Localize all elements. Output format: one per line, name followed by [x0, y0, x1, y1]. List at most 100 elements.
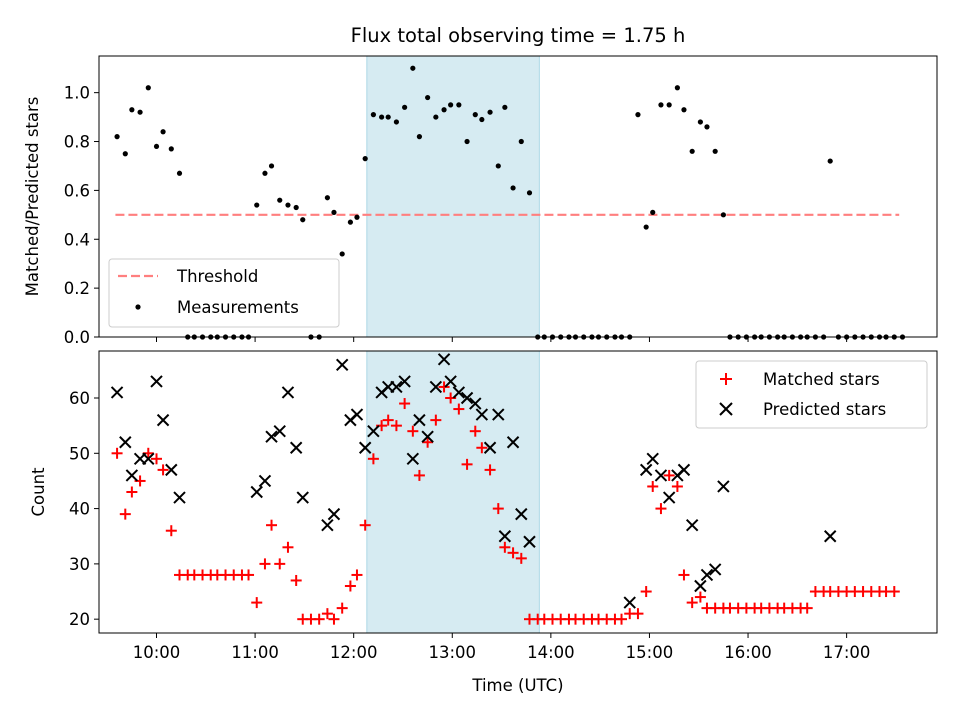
measurement-point: [689, 148, 695, 154]
matched-star-point: [119, 508, 131, 520]
ratio-y-tick-label: 0.6: [64, 181, 90, 200]
predicted-star-point: [119, 436, 132, 449]
measurement-point: [393, 119, 400, 125]
x-axis-label: Time (UTC): [471, 676, 563, 695]
legend-predicted-swatch-b: [719, 402, 733, 416]
predicted-star-point-b: [498, 530, 512, 543]
predicted-star-point-b: [110, 386, 124, 399]
matched-star-point: [399, 398, 411, 410]
ratio-y-tick-label: 0.8: [64, 133, 90, 152]
predicted-star-point: [358, 441, 372, 454]
legend-measurements-swatch: [135, 304, 141, 310]
measurement-point: [526, 190, 533, 196]
measurement-point: [300, 217, 306, 223]
predicted-star-point: [717, 480, 730, 493]
matched-star-point: [390, 420, 402, 432]
measurement-point: [650, 209, 656, 215]
predicted-star-point: [639, 463, 653, 477]
measurement-point: [285, 202, 291, 208]
predicted-star-point-b: [406, 452, 420, 466]
predicted-star-point: [142, 452, 155, 466]
predicted-star-point: [654, 469, 668, 482]
matched-star-point: [632, 608, 644, 620]
measurement-point: [456, 102, 462, 108]
predicted-star-point-b: [700, 568, 714, 582]
predicted-star-point: [321, 518, 334, 532]
counts-y-tick-label: 40: [69, 500, 90, 519]
predicted-star-point: [390, 380, 403, 394]
matched-star-point: [422, 436, 434, 448]
measurement-point: [402, 104, 408, 110]
predicted-star-point: [156, 413, 170, 427]
predicted-star-point: [646, 452, 659, 466]
ratio-panel-y-axis-label: Matched/Predicted stars: [23, 97, 42, 297]
measurement-point: [448, 102, 454, 108]
predicted-star-point: [289, 441, 303, 454]
measurement-point: [827, 158, 833, 164]
legend-predicted-swatch: [719, 402, 733, 416]
counts-panel-y-axis-label: Count: [29, 467, 48, 517]
predicted-star-point: [173, 491, 186, 504]
predicted-star-point: [296, 491, 309, 504]
measurement-point: [643, 224, 649, 230]
matched-star-point: [507, 547, 519, 559]
predicted-star-point: [498, 530, 512, 543]
predicted-star-point-b: [335, 358, 349, 372]
counts-x-tick-label: 11:00: [231, 643, 279, 662]
predicted-star-point-b: [250, 485, 263, 499]
predicted-star-point: [165, 463, 178, 477]
predicted-star-point: [250, 485, 263, 499]
predicted-star-point: [281, 386, 295, 399]
predicted-star-point-b: [367, 424, 380, 438]
matched-star-point: [111, 447, 123, 459]
matched-star-point: [407, 425, 419, 437]
matched-star-point: [274, 558, 286, 570]
measurement-point: [347, 219, 353, 225]
chart-title: Flux total observing time = 1.75 h: [351, 24, 686, 47]
predicted-star-point-b: [515, 507, 528, 521]
predicted-star-point-b: [460, 391, 474, 405]
predicted-star-point: [483, 441, 497, 454]
counts-panel-legend-box: [695, 360, 928, 429]
matched-star-point: [328, 613, 340, 625]
matched-star-point: [801, 602, 813, 614]
predicted-star-point-b: [654, 469, 668, 482]
predicted-star-point: [623, 596, 636, 609]
predicted-star-point: [421, 430, 434, 443]
measurement-point: [293, 204, 299, 211]
ratio-y-tick-label: 0.0: [64, 328, 90, 347]
predicted-star-point: [429, 380, 443, 394]
measurement-point: [268, 163, 275, 169]
ratio-y-tick-label: 0.2: [64, 279, 90, 298]
predicted-star-point: [125, 469, 139, 482]
measurement-point: [254, 202, 260, 208]
predicted-star-point: [694, 579, 707, 593]
matched-star-point: [313, 613, 325, 625]
measurement-point: [464, 138, 470, 145]
matched-star-point: [243, 569, 255, 581]
measurement-point: [704, 124, 710, 130]
matched-stars-points: [111, 381, 900, 625]
matched-star-point: [484, 464, 496, 476]
measurement-point: [502, 104, 508, 110]
matched-star-point: [515, 552, 527, 564]
matched-star-point: [367, 453, 379, 465]
matched-star-point: [259, 558, 271, 570]
ratio-panel-frame: [98, 55, 938, 338]
predicted-star-point: [506, 436, 520, 449]
counts-y-tick-label: 30: [69, 555, 90, 574]
predicted-star-point: [437, 353, 451, 366]
predicted-star-point-b: [156, 413, 170, 427]
predicted-star-point-b: [119, 436, 132, 449]
predicted-star-point-b: [150, 375, 163, 388]
predicted-star-point-b: [173, 491, 186, 504]
measurement-point: [137, 109, 143, 115]
predicted-star-point: [350, 408, 364, 421]
measurement-point: [277, 197, 283, 203]
matched-star-point: [151, 453, 163, 465]
predicted-star-point-b: [321, 518, 334, 532]
predicted-star-point-b: [623, 596, 636, 609]
measurement-point: [324, 195, 330, 201]
matched-star-point: [888, 586, 900, 598]
measurement-point: [472, 112, 478, 118]
